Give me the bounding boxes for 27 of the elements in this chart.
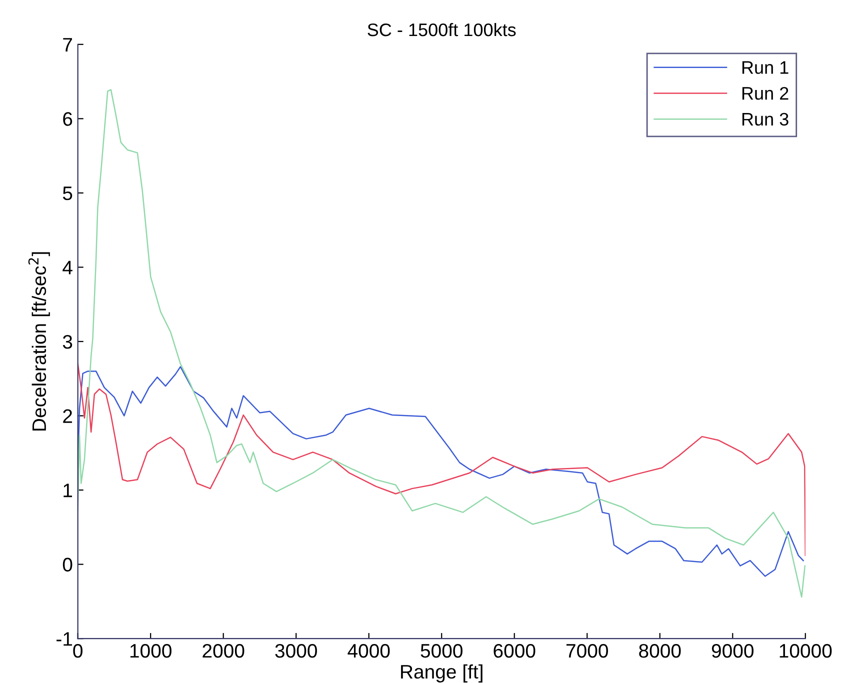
x-tick-label: 6000 bbox=[494, 644, 536, 658]
y-axis-title: Deceleration [ft/sec$^{2}$] bbox=[28, 252, 50, 431]
y-tick-label: 3 bbox=[62, 334, 72, 349]
x-tick-label: 8000 bbox=[639, 644, 681, 658]
x-tick-label: 2000 bbox=[202, 644, 244, 658]
y-tick-label: 1 bbox=[64, 484, 72, 498]
y-tick-label: 7 bbox=[63, 38, 72, 52]
y-tick-label: 6 bbox=[63, 112, 72, 126]
x-axis-title: Range [ft] bbox=[401, 664, 482, 682]
y-tick-label: 4 bbox=[62, 260, 72, 274]
legend-label: Run 1 bbox=[742, 61, 788, 74]
x-tick-label: 3000 bbox=[275, 644, 317, 658]
x-tick-label: 1000 bbox=[130, 644, 172, 658]
x-tick-label: 5000 bbox=[420, 644, 462, 658]
legend-label: Run 3 bbox=[742, 112, 788, 126]
y-tick-label: -1 bbox=[56, 632, 72, 646]
y-tick-label: 5 bbox=[62, 186, 72, 200]
x-tick-label: 10000 bbox=[780, 644, 832, 658]
legend-label: Run 2 bbox=[742, 86, 788, 100]
chart-title: SC - 1500ft 100kts bbox=[368, 22, 516, 36]
y-tick-label: 2 bbox=[63, 409, 72, 423]
x-tick-label: 0 bbox=[73, 644, 82, 658]
y-tick-label: 0 bbox=[62, 558, 72, 572]
line-series bbox=[78, 89, 806, 598]
x-tick-label: 7000 bbox=[566, 644, 608, 658]
x-tick-label: 9000 bbox=[712, 644, 754, 658]
x-tick-label: 4000 bbox=[348, 644, 390, 658]
